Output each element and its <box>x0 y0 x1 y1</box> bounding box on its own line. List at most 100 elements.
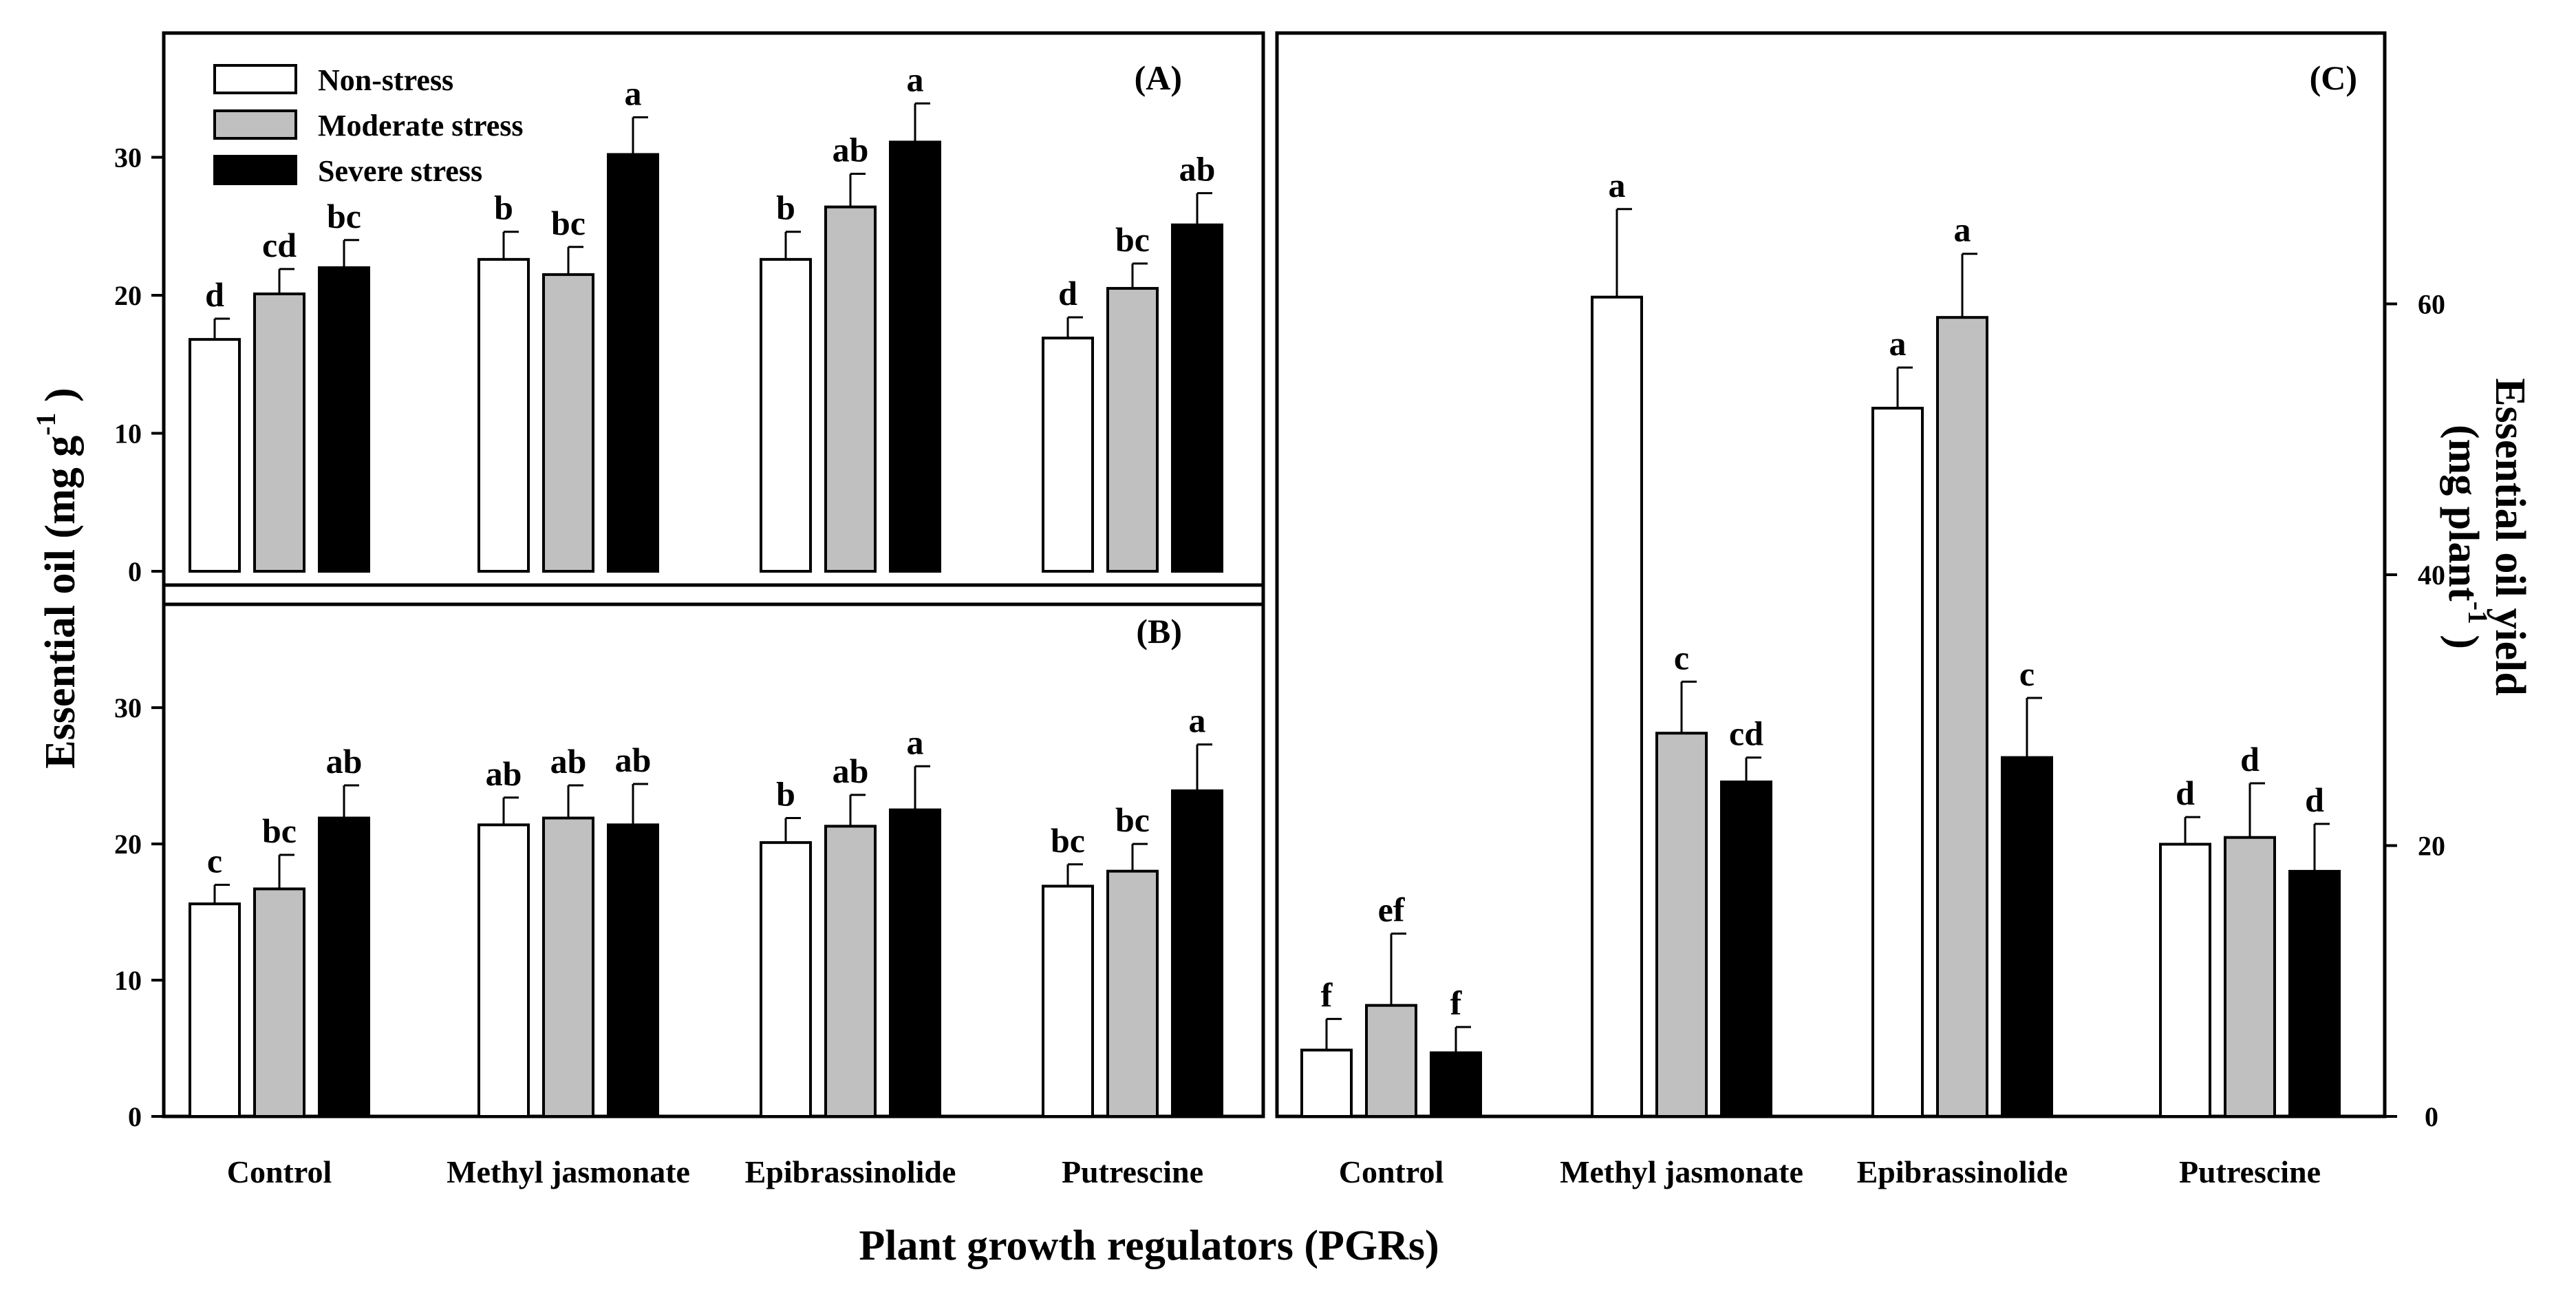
legend-swatch <box>213 64 297 94</box>
y-tick-label: 60 <box>2418 289 2445 320</box>
bar <box>318 266 370 573</box>
significance-letter: bc <box>327 197 361 235</box>
legend-label: Moderate stress <box>318 109 524 142</box>
x-axis-title: Plant growth regulators (PGRs) <box>859 1222 1439 1269</box>
bar <box>1591 295 1643 1118</box>
significance-letter: d <box>205 275 224 314</box>
significance-letter: c <box>207 841 222 880</box>
panel-label: (A) <box>1135 59 1182 97</box>
bar <box>1042 884 1094 1118</box>
bar <box>189 902 241 1118</box>
significance-letter: d <box>1058 274 1077 312</box>
y-tick-label: 0 <box>128 1101 142 1132</box>
significance-letter: a <box>907 723 924 761</box>
y-tick-label: 20 <box>2418 831 2445 862</box>
significance-letter: b <box>494 189 513 227</box>
bar <box>1171 223 1223 573</box>
significance-letter: d <box>2240 740 2260 778</box>
bar <box>889 140 941 573</box>
bar <box>1720 781 1772 1118</box>
category-label: Methyl jasmonate <box>1560 1154 1803 1189</box>
y-tick-label: 0 <box>2425 1101 2438 1132</box>
y-tick-label: 30 <box>114 692 142 723</box>
significance-letter: c <box>1674 638 1689 677</box>
significance-letter: bc <box>1115 220 1150 259</box>
axis-title-suffix: ) <box>2440 624 2487 649</box>
bar <box>2159 842 2211 1118</box>
legend-swatch <box>213 155 297 185</box>
axis-title-superscript: -1 <box>30 412 61 435</box>
y-tick-label: 10 <box>114 418 142 449</box>
category-label: Control <box>227 1154 332 1189</box>
significance-letter: cd <box>262 226 297 264</box>
bar <box>1936 316 1988 1118</box>
bar <box>1042 337 1094 573</box>
bar <box>1655 732 1708 1118</box>
significance-letter: d <box>2305 781 2324 819</box>
bar <box>253 292 305 573</box>
legend-swatch <box>213 109 297 140</box>
significance-letter: b <box>776 774 795 813</box>
bar <box>1871 406 1924 1118</box>
axis-title-base: Essential oil (mg g <box>37 436 84 769</box>
category-label: Putrescine <box>2179 1154 2321 1189</box>
plot-frame <box>162 31 1265 606</box>
bar <box>1106 286 1159 573</box>
category-label: Epibrassinolide <box>1857 1154 2068 1189</box>
y-axis-title-right-line2: (mg plant-1 ) <box>2440 425 2493 649</box>
bar <box>2001 756 2053 1118</box>
y-axis-title-left: Essential oil (mg g-1 ) <box>30 388 84 768</box>
significance-letter: a <box>1889 324 1907 363</box>
significance-letter: ab <box>326 742 363 781</box>
axis-title-base: (mg plant <box>2440 425 2487 602</box>
category-label: Putrescine <box>1062 1154 1203 1189</box>
y-tick-label: 40 <box>2418 560 2445 591</box>
bar <box>477 257 530 573</box>
significance-letter: ab <box>615 741 652 779</box>
significance-letter: bc <box>262 812 297 850</box>
axis-title-suffix: ) <box>37 388 84 412</box>
significance-letter: a <box>1954 211 1971 249</box>
category-label: Epibrassinolide <box>745 1154 956 1189</box>
bar <box>607 153 659 573</box>
legend-label: Severe stress <box>318 154 482 188</box>
significance-letter: a <box>1609 166 1626 204</box>
bar <box>1430 1051 1482 1118</box>
bar <box>318 816 370 1118</box>
plot-frame <box>162 583 1265 1118</box>
panel-label: (C) <box>2310 59 2357 97</box>
panel-label: (B) <box>1136 612 1182 650</box>
bar <box>542 816 594 1118</box>
y-tick-label: 10 <box>114 965 142 996</box>
y-tick-label: 0 <box>128 556 142 587</box>
significance-letter: ab <box>486 754 522 793</box>
bar <box>1106 869 1159 1118</box>
bar <box>1365 1004 1417 1118</box>
axis-title-superscript: -1 <box>2462 602 2493 624</box>
significance-letter: f <box>1450 984 1463 1022</box>
bar <box>253 887 305 1118</box>
significance-letter: ab <box>550 742 587 781</box>
y-axis-title-right-line1: Essential oil yield <box>2487 378 2533 696</box>
bar <box>189 338 241 573</box>
bar <box>824 825 877 1118</box>
legend: Non-stress Moderate stress Severe stress <box>213 63 524 188</box>
significance-letter: bc <box>551 204 586 242</box>
plot-frame <box>1275 31 2387 1118</box>
significance-letter: ab <box>833 131 869 169</box>
significance-letter: ef <box>1378 890 1406 929</box>
bar <box>542 273 594 573</box>
bar <box>824 205 877 573</box>
y-tick-label: 20 <box>114 829 142 860</box>
significance-letter: f <box>1321 975 1333 1014</box>
significance-letter: bc <box>1115 800 1150 839</box>
bar <box>760 841 812 1118</box>
significance-letter: bc <box>1051 821 1085 860</box>
significance-letter: d <box>2176 774 2195 812</box>
y-tick-label: 20 <box>114 280 142 311</box>
bar <box>760 257 812 573</box>
